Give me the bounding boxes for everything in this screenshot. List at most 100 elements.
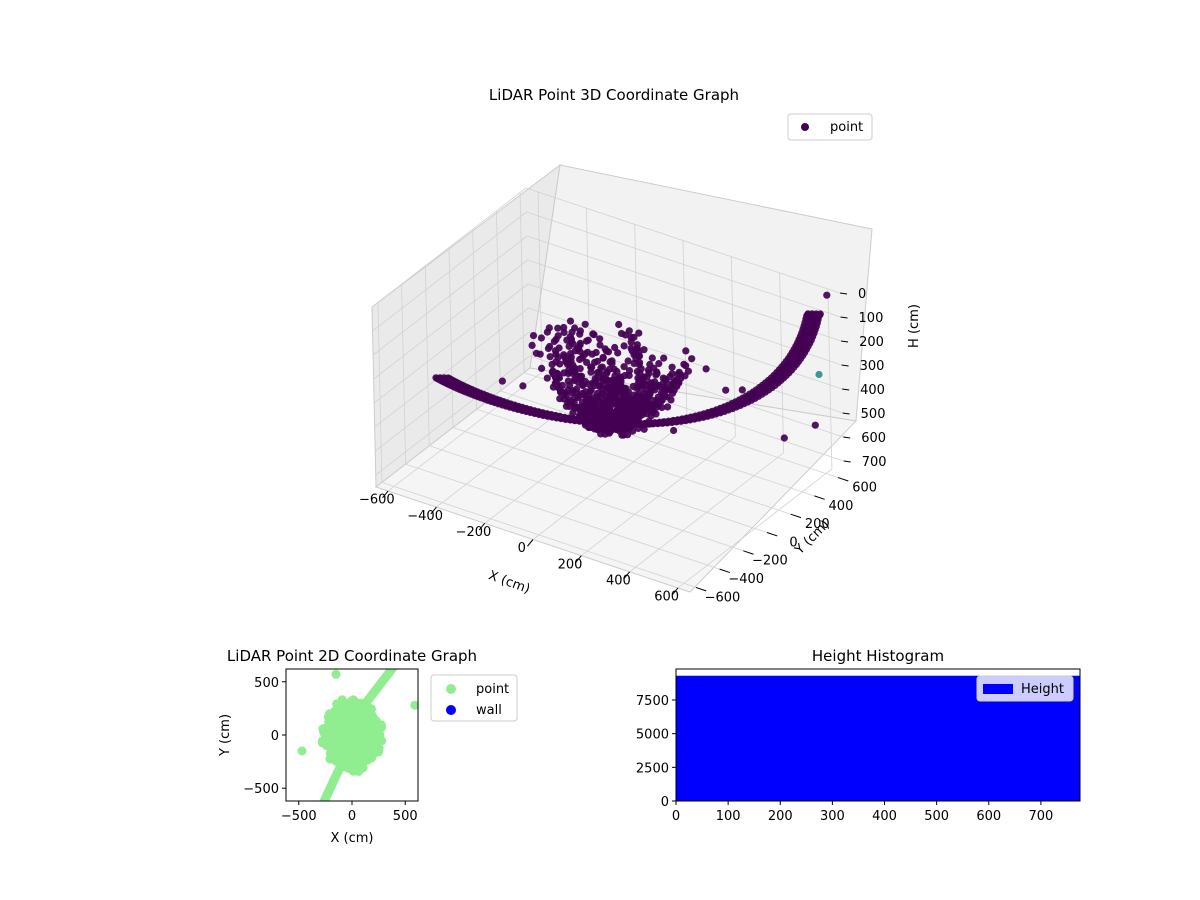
tick-3d-x <box>430 506 437 515</box>
point-3d <box>554 324 562 332</box>
legend-histogram-swatch <box>983 684 1013 694</box>
grid-3d-y-floor <box>381 482 697 588</box>
grid-3d-z-left <box>373 283 529 404</box>
tick-label-3d-y: −200 <box>752 554 788 569</box>
point-3d <box>634 382 642 390</box>
tick-label-3d-x: 0 <box>518 541 526 556</box>
point-3d <box>581 350 589 358</box>
point-3d <box>576 339 584 347</box>
point-3d <box>546 353 554 361</box>
point-3d <box>655 360 663 368</box>
legend-2d-label-wall: wall <box>476 703 502 718</box>
point-3d <box>615 320 623 329</box>
point-3d <box>614 406 622 414</box>
grid-3d-z-left <box>372 235 528 356</box>
point-2d <box>344 737 354 747</box>
tick-3d-z <box>839 292 848 295</box>
point-3d <box>549 367 557 375</box>
point-3d <box>816 310 824 318</box>
point-3d <box>635 329 643 337</box>
point-3d <box>625 371 633 380</box>
point-3d <box>646 360 654 369</box>
tick-label-hist-y: 2500 <box>636 761 669 776</box>
grid-3d-y-left <box>401 284 407 465</box>
legend-3d-marker-point <box>801 123 809 131</box>
point-3d <box>634 393 642 401</box>
point-3d <box>629 427 637 435</box>
tick-label-3d-z: 400 <box>860 383 885 398</box>
tick-label-hist-x: 100 <box>716 809 741 824</box>
point-3d <box>606 358 614 366</box>
point-3d <box>583 404 591 412</box>
point-3d <box>588 363 596 371</box>
point-2d <box>373 722 383 732</box>
point-3d <box>624 357 632 365</box>
point-3d <box>610 399 619 407</box>
point-3d <box>552 375 560 383</box>
grid-3d-z-left <box>375 355 530 476</box>
point-3d <box>567 353 575 361</box>
grid-3d-y-left <box>519 192 525 373</box>
tick-label-hist-y: 5000 <box>636 728 669 743</box>
point-2d <box>343 714 352 724</box>
grid-3d-y-floor <box>452 427 768 533</box>
grid-3d-y-floor <box>500 390 815 497</box>
point-3d-outlier <box>519 382 527 390</box>
tick-label-3d-z: 200 <box>859 335 884 350</box>
point-3d <box>556 360 564 368</box>
point-3d <box>620 400 628 409</box>
grid-3d-z-back <box>528 307 843 414</box>
point-2d <box>337 695 347 705</box>
point-3d <box>627 408 636 416</box>
tick-label-3d-x: −600 <box>359 493 395 508</box>
point-3d <box>538 364 546 372</box>
grid-3d-x-back <box>585 208 591 389</box>
point-3d <box>664 403 672 411</box>
point-3d <box>586 418 594 426</box>
tick-label-hist-x: 400 <box>872 809 897 824</box>
point-3d-outlier <box>702 365 710 373</box>
point-3d <box>584 380 593 388</box>
tick-label-hist-y: 7500 <box>636 694 669 709</box>
tick-label-3d-z: 0 <box>858 287 866 302</box>
point-3d <box>614 392 622 400</box>
tick-label-3d-z: 600 <box>861 431 886 446</box>
point-3d <box>561 389 569 397</box>
point-3d <box>571 368 579 376</box>
point-3d <box>565 342 573 350</box>
point-3d <box>597 414 605 422</box>
plot-area-histogram <box>675 668 1081 802</box>
point-3d <box>560 328 568 336</box>
tick-3d-z <box>843 460 851 463</box>
point-3d <box>660 354 668 362</box>
tick-label-3d-y: −600 <box>705 590 741 605</box>
point-2d <box>357 759 367 769</box>
tick-label-2d-y: 0 <box>271 729 279 744</box>
point-2d <box>388 669 398 673</box>
point-3d <box>634 424 642 432</box>
point-2d <box>323 712 333 722</box>
point-3d <box>653 370 661 378</box>
tick-3d-y <box>837 477 849 482</box>
point-3d <box>552 335 560 343</box>
point-3d <box>617 329 626 338</box>
tick-label-2d-x: 0 <box>348 809 356 824</box>
point-3d <box>599 386 607 394</box>
tick-3d-z <box>840 340 849 343</box>
point-3d <box>682 347 690 355</box>
tick-3d-z <box>843 436 851 439</box>
point-2d <box>331 669 341 679</box>
tick-3d-y <box>814 495 825 500</box>
point-3d <box>576 411 584 419</box>
point-3d <box>615 420 623 428</box>
chart-3d-title: LiDAR Point 3D Coordinate Graph <box>489 86 739 104</box>
point-3d <box>571 324 579 332</box>
x-axis-label-3d: X (cm) <box>486 568 532 597</box>
point-3d-outlier <box>780 434 788 442</box>
point-3d <box>625 327 633 335</box>
point-3d <box>645 403 653 411</box>
tick-label-3d-x: 600 <box>654 590 679 605</box>
tick-label-3d-z: 300 <box>860 359 885 374</box>
y-axis-label-2d: Y (cm) <box>218 714 233 757</box>
point-3d <box>593 393 602 401</box>
